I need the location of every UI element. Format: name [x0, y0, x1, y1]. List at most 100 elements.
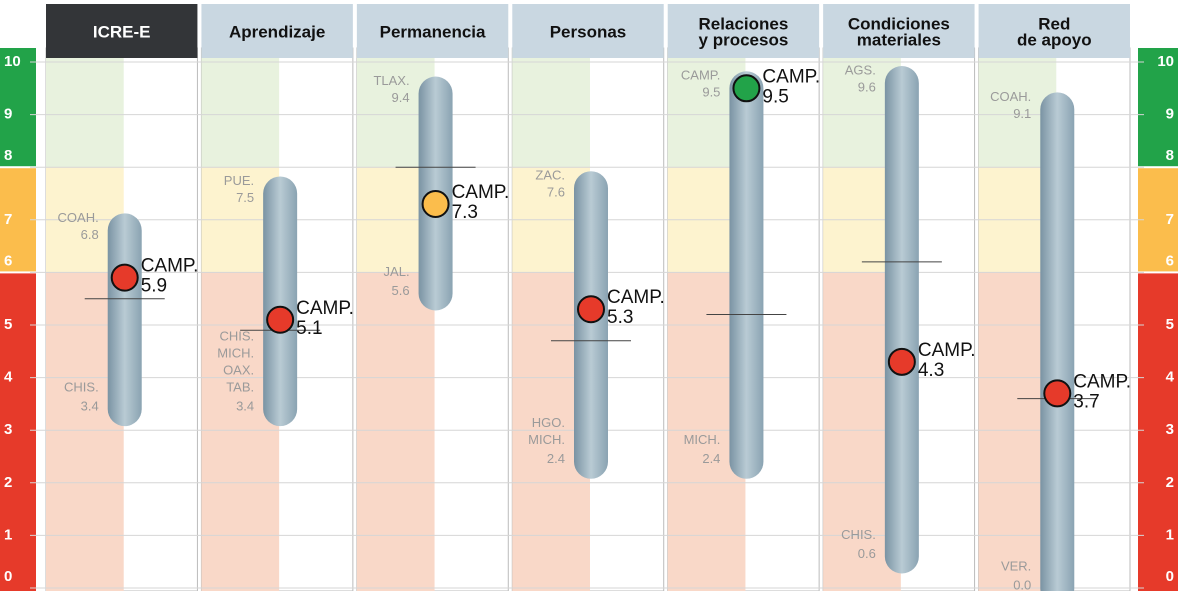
- max-value: 7.6: [547, 185, 565, 200]
- min-value: 5.6: [391, 283, 409, 298]
- state-marker: [732, 74, 761, 103]
- axis-band: [1138, 168, 1178, 272]
- y-tick-label: 6: [4, 252, 12, 269]
- state-name: CAMP.: [452, 182, 510, 203]
- header-bg: [201, 4, 353, 58]
- axis-band: [0, 48, 36, 167]
- range-bar: [884, 66, 919, 574]
- column-header: y procesos: [699, 30, 789, 49]
- header-bg: [46, 4, 198, 58]
- max-value: 9.4: [391, 90, 409, 105]
- max-value: 9.6: [858, 79, 876, 94]
- min-state: MICH.: [684, 432, 721, 447]
- y-tick-label: 8: [1166, 147, 1174, 164]
- state-value: 3.7: [1073, 391, 1099, 412]
- min-state: CHIS.: [841, 527, 876, 542]
- min-state: TAB.: [226, 380, 254, 395]
- axis-band: [1138, 273, 1178, 591]
- state-value: 4.3: [918, 360, 944, 381]
- y-tick-label: 6: [1166, 252, 1174, 269]
- state-name: CAMP.: [607, 287, 665, 308]
- header-bg: [356, 4, 509, 58]
- max-state: TLAX.: [373, 73, 409, 88]
- max-state: COAH.: [990, 89, 1031, 104]
- zone-band: [356, 272, 435, 591]
- max-state: CAMP.: [681, 68, 721, 83]
- column-header: Condiciones: [848, 14, 950, 33]
- state-name: CAMP.: [141, 256, 199, 277]
- range-bar: [574, 171, 608, 479]
- range-bar: [1040, 92, 1075, 591]
- state-name: CAMP.: [918, 340, 976, 361]
- min-value: 0.6: [858, 546, 876, 561]
- y-tick-label: 9: [4, 106, 12, 123]
- state-name: CAMP.: [762, 66, 820, 87]
- state-marker: [266, 305, 295, 334]
- max-value: 7.5: [236, 190, 254, 205]
- range-bar: [263, 176, 298, 427]
- min-value: 2.4: [702, 451, 720, 466]
- y-tick-label: 4: [1166, 369, 1175, 386]
- min-value: 3.4: [81, 399, 99, 414]
- y-tick-label: 5: [1166, 316, 1174, 333]
- y-tick-label: 8: [4, 147, 12, 164]
- column-header: Red: [1038, 14, 1070, 33]
- state-marker: [110, 263, 139, 292]
- y-tick-label: 3: [4, 421, 12, 438]
- axis-band: [0, 273, 36, 591]
- range-bar: [107, 213, 142, 427]
- state-value: 9.5: [762, 86, 788, 107]
- zone-band: [46, 48, 124, 168]
- state-value: 5.1: [296, 318, 322, 339]
- state-marker: [887, 347, 916, 376]
- min-state: CHIS.: [64, 380, 99, 395]
- range-bar: [729, 71, 764, 479]
- y-tick-label: 7: [1166, 211, 1174, 228]
- state-marker: [421, 190, 450, 219]
- state-value: 5.3: [607, 307, 633, 328]
- state-marker: [577, 295, 605, 324]
- y-tick-label: 3: [1166, 421, 1174, 438]
- state-marker: [1043, 379, 1072, 408]
- min-value: 2.4: [547, 451, 565, 466]
- state-value: 7.3: [452, 202, 478, 223]
- max-state: AGS.: [845, 62, 876, 77]
- min-state: MICH.: [217, 346, 254, 361]
- y-tick-label: 2: [4, 474, 12, 491]
- column-header: Aprendizaje: [229, 22, 325, 41]
- column-header: Personas: [550, 22, 627, 41]
- y-tick-label: 7: [4, 211, 12, 228]
- header-bg: [667, 4, 820, 58]
- zone-band: [201, 48, 280, 168]
- y-tick-label: 5: [4, 316, 12, 333]
- header-bg: [512, 4, 664, 58]
- zone-band: [512, 48, 590, 168]
- y-tick-label: 0: [4, 568, 12, 585]
- y-tick-label: 1: [1166, 526, 1174, 543]
- column-header: de apoyo: [1017, 30, 1092, 49]
- column-header: ICRE-E: [93, 22, 151, 41]
- y-tick-label: 10: [4, 53, 21, 70]
- header-bg: [823, 4, 975, 58]
- column-header: Relaciones: [699, 14, 789, 33]
- y-tick-label: 9: [1166, 106, 1174, 123]
- y-tick-label: 2: [1166, 474, 1174, 491]
- y-tick-label: 10: [1157, 53, 1174, 70]
- y-tick-label: 1: [4, 526, 12, 543]
- min-state: CHIS.: [219, 329, 254, 344]
- min-state: MICH.: [528, 432, 565, 447]
- max-state: PUE.: [224, 173, 254, 188]
- max-state: ZAC.: [535, 168, 565, 183]
- header-bg: [978, 4, 1130, 58]
- axis-band: [1138, 48, 1178, 167]
- column-header: materiales: [857, 30, 941, 49]
- max-value: 9.1: [1013, 106, 1031, 121]
- max-state: COAH.: [58, 210, 99, 225]
- min-value: 3.4: [236, 399, 254, 414]
- column-header: Permanencia: [380, 22, 486, 41]
- state-value: 5.9: [141, 276, 167, 297]
- y-tick-label: 4: [4, 369, 13, 386]
- state-name: CAMP.: [296, 298, 354, 319]
- min-state: VER.: [1001, 558, 1031, 573]
